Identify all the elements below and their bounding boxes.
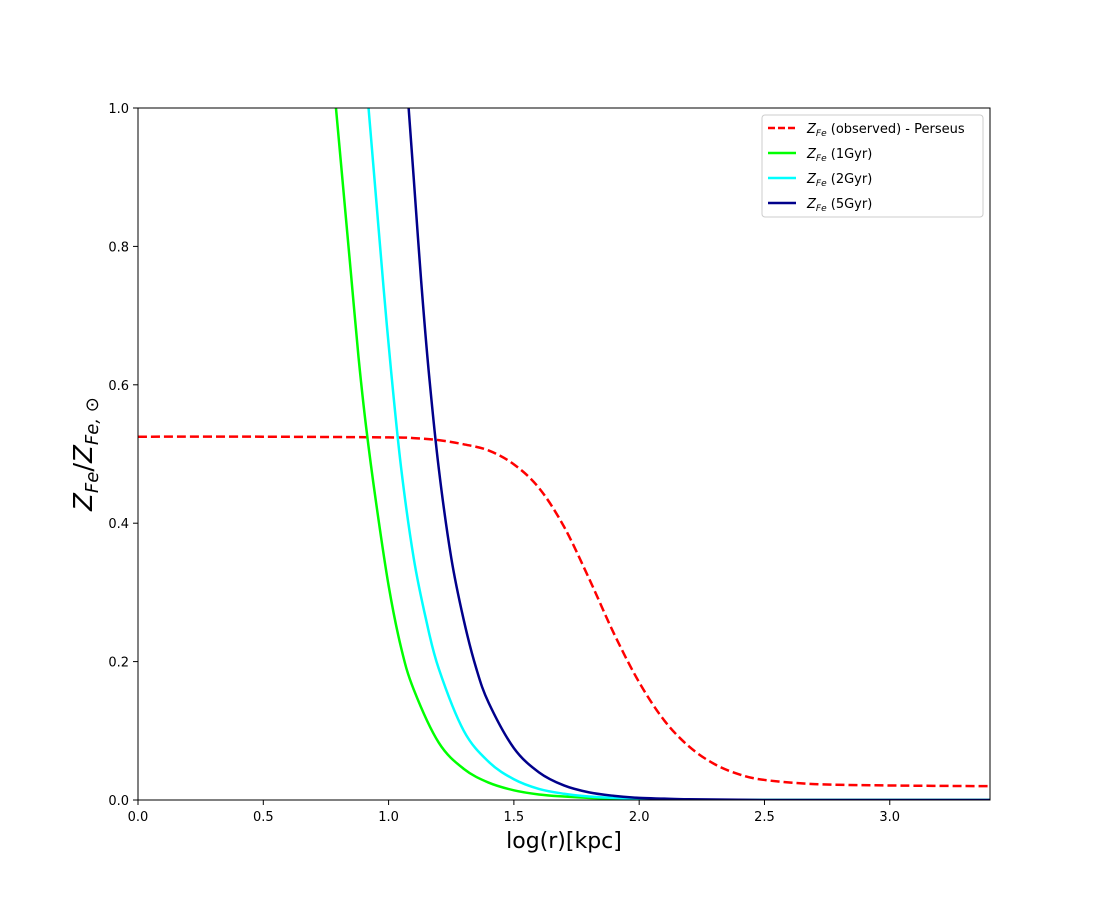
legend-label-0: ZFe (observed) - Perseus (806, 122, 965, 139)
y-tick-label: 0.0 (108, 794, 129, 809)
legend-label-sub: Fe (816, 129, 827, 139)
legend-label-1: ZFe (1Gyr) (806, 147, 872, 164)
y-label-num-sub: Fe (82, 472, 103, 493)
legend-box (761, 114, 984, 218)
y-tick-label: 0.4 (108, 517, 129, 532)
legend-label-sub: Fe (816, 154, 827, 164)
series-line-2 (367, 108, 990, 800)
y-label-slash: / (69, 463, 99, 472)
plot-background (138, 108, 990, 800)
legend-label-rest: (2Gyr) (827, 172, 873, 187)
x-tick-label: 3.0 (879, 810, 900, 825)
legend-label-base: Z (806, 172, 817, 187)
y-tick-label: 1.0 (108, 102, 129, 117)
legend-label-rest: (1Gyr) (827, 147, 873, 162)
svg-text:ZFe/ZFe, ⊙: ZFe/ZFe, ⊙ (69, 397, 103, 512)
x-tick-label: 2.0 (629, 810, 650, 825)
x-axis: 0.0 0.5 1.0 1.5 2.0 2.5 3.0 (128, 800, 900, 825)
y-tick-label: 0.6 (108, 379, 129, 394)
y-axis-label: ZFe/ZFe, ⊙ (69, 397, 103, 512)
legend-label-2: ZFe (2Gyr) (806, 172, 872, 189)
y-tick-label: 0.8 (108, 240, 129, 255)
x-axis-label: log(r)[kpc] (506, 829, 622, 854)
x-tick-label: 1.5 (504, 810, 525, 825)
y-label-den-sub: Fe, ⊙ (82, 397, 103, 445)
x-tick-label: 2.5 (754, 810, 775, 825)
legend-label-rest: (observed) - Perseus (827, 122, 965, 137)
y-label-num-base: Z (69, 492, 99, 512)
legend-label-base: Z (806, 122, 817, 137)
series-line-0 (138, 435, 990, 788)
series-line-1 (334, 108, 990, 800)
x-tick-label: 1.0 (378, 810, 399, 825)
y-tick-label: 0.2 (108, 656, 129, 671)
x-tick-label: 0.5 (253, 810, 274, 825)
legend-label-rest: (5Gyr) (827, 197, 873, 212)
legend-label-3: ZFe (5Gyr) (806, 197, 872, 214)
y-axis: 0.0 0.2 0.4 0.6 0.8 1.0 (108, 102, 138, 809)
legend-label-sub: Fe (816, 204, 827, 214)
y-label-den-base: Z (69, 444, 99, 464)
plot-frame (137, 107, 991, 801)
x-tick-label: 0.0 (128, 810, 149, 825)
legend-label-sub: Fe (816, 179, 827, 189)
legend-label-base: Z (806, 197, 817, 212)
legend-label-base: Z (806, 147, 817, 162)
